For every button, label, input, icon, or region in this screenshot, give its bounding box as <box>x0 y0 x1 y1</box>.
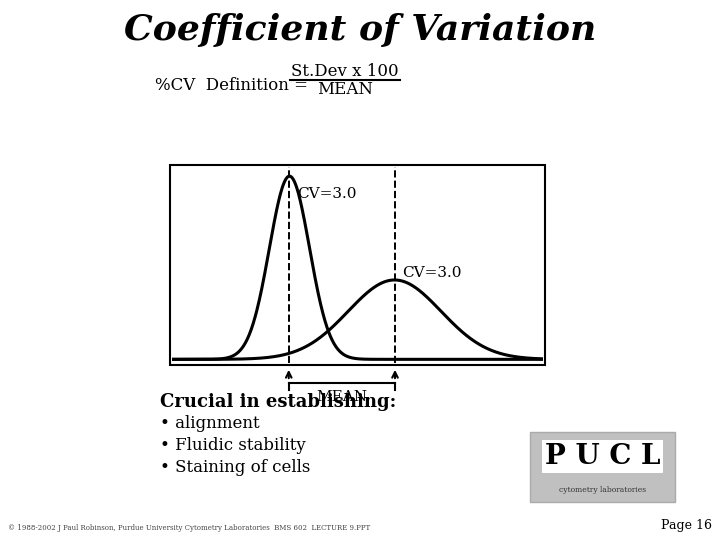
Text: CV=3.0: CV=3.0 <box>402 266 462 280</box>
Text: MEAN: MEAN <box>316 390 367 404</box>
Text: Page 16: Page 16 <box>661 519 712 532</box>
Text: St.Dev x 100: St.Dev x 100 <box>291 64 399 80</box>
Text: %CV  Definition =: %CV Definition = <box>155 77 308 93</box>
Text: Coefficient of Variation: Coefficient of Variation <box>124 13 596 47</box>
Bar <box>170 165 545 365</box>
Text: • alignment: • alignment <box>160 415 260 433</box>
Text: • Staining of cells: • Staining of cells <box>160 460 310 476</box>
Text: © 1988-2002 J Paul Robinson, Purdue University Cytometry Laboratories  BMS 602  : © 1988-2002 J Paul Robinson, Purdue Univ… <box>8 524 370 532</box>
Text: • Fluidic stability: • Fluidic stability <box>160 437 306 455</box>
Text: P U C L: P U C L <box>545 443 660 470</box>
Bar <box>530 432 675 502</box>
Text: cytometry laboratories: cytometry laboratories <box>559 486 646 494</box>
Text: Crucial in establishing:: Crucial in establishing: <box>160 393 396 411</box>
Text: CV=3.0: CV=3.0 <box>297 187 356 201</box>
Text: MEAN: MEAN <box>317 82 373 98</box>
